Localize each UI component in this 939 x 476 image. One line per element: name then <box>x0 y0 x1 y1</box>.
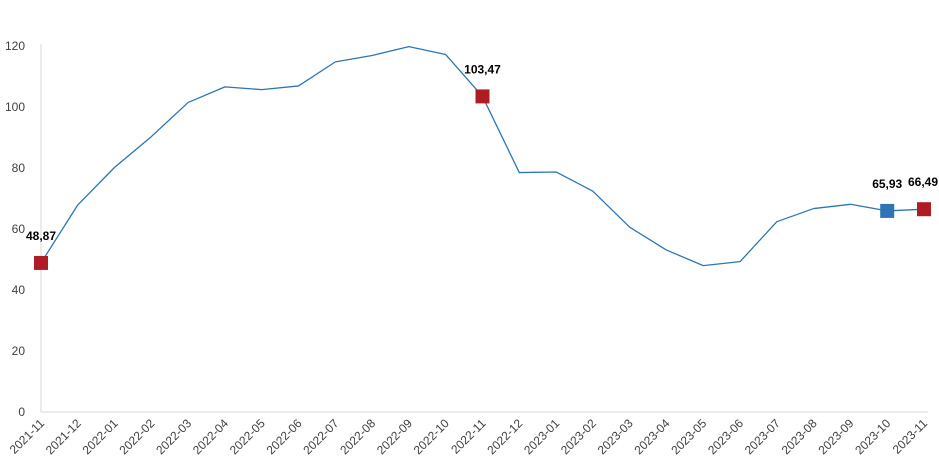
data-point <box>77 204 79 206</box>
x-tick-label: 2022-06 <box>264 416 305 457</box>
x-tick-label: 2022-07 <box>300 416 341 457</box>
y-tick-label: 60 <box>12 222 26 236</box>
data-point <box>702 265 704 267</box>
x-tick-label: 2023-04 <box>632 416 673 457</box>
y-tick-label: 20 <box>12 344 26 358</box>
data-label: 103,47 <box>464 62 501 76</box>
x-tick-label: 2022-01 <box>80 416 121 457</box>
y-tick-label: 120 <box>5 39 25 53</box>
x-tick-label: 2022-08 <box>337 416 378 457</box>
y-tick-label: 40 <box>12 283 26 297</box>
data-point <box>298 85 300 87</box>
data-point <box>334 61 336 63</box>
x-tick-label: 2022-11 <box>448 416 489 457</box>
data-point <box>187 101 189 103</box>
x-tick-label: 2023-09 <box>815 416 856 457</box>
data-point <box>408 46 410 48</box>
y-tick-label: 80 <box>12 161 26 175</box>
highlight-markers: 48,87 103,47 65,93 66,49 <box>26 62 938 270</box>
x-tick-label: 2022-12 <box>484 416 525 457</box>
data-label: 66,49 <box>908 175 938 189</box>
x-tick-label: 2021-11 <box>7 416 48 457</box>
data-point <box>776 221 778 223</box>
data-point <box>813 208 815 210</box>
data-point <box>371 54 373 56</box>
data-point <box>739 261 741 263</box>
axes <box>40 44 928 413</box>
data-point <box>445 54 447 56</box>
series-polyline <box>40 45 925 267</box>
data-label: 48,87 <box>26 229 56 243</box>
highlight-marker <box>917 202 931 217</box>
data-point <box>150 136 152 138</box>
x-tick-label: 2023-11 <box>890 416 931 457</box>
x-tick-label: 2022-09 <box>374 416 415 457</box>
x-tick-label: 2023-06 <box>705 416 746 457</box>
x-tick-label: 2022-03 <box>153 416 194 457</box>
x-tick-label: 2023-10 <box>852 416 893 457</box>
x-tick-label: 2023-07 <box>742 416 783 457</box>
y-tick-label: 0 <box>18 405 25 419</box>
data-point <box>629 226 631 228</box>
x-tick-label: 2023-05 <box>668 416 709 457</box>
highlight-marker <box>475 89 490 104</box>
x-axis-ticks: 2021-112021-122022-012022-022022-032022-… <box>7 416 931 457</box>
y-tick-label: 100 <box>5 100 25 114</box>
y-axis-ticks: 0 20 40 60 80 100 120 <box>5 39 25 419</box>
series-line <box>40 45 925 267</box>
data-point <box>224 86 226 88</box>
data-label: 65,93 <box>872 177 902 191</box>
data-point <box>555 171 557 173</box>
x-tick-label: 2023-08 <box>779 416 820 457</box>
data-point <box>849 203 851 205</box>
highlight-marker <box>34 255 48 270</box>
x-tick-label: 2023-02 <box>558 416 599 457</box>
x-tick-label: 2021-12 <box>43 416 84 457</box>
data-point <box>261 89 263 91</box>
x-tick-label: 2022-05 <box>227 416 268 457</box>
x-tick-label: 2022-02 <box>116 416 157 457</box>
data-point <box>114 166 116 168</box>
data-point <box>518 172 520 174</box>
x-tick-label: 2023-01 <box>521 416 562 457</box>
data-point <box>665 249 667 251</box>
x-tick-label: 2023-03 <box>595 416 636 457</box>
x-tick-label: 2022-10 <box>411 416 452 457</box>
data-point <box>592 190 594 192</box>
highlight-marker <box>880 203 895 218</box>
x-tick-label: 2022-04 <box>190 416 231 457</box>
